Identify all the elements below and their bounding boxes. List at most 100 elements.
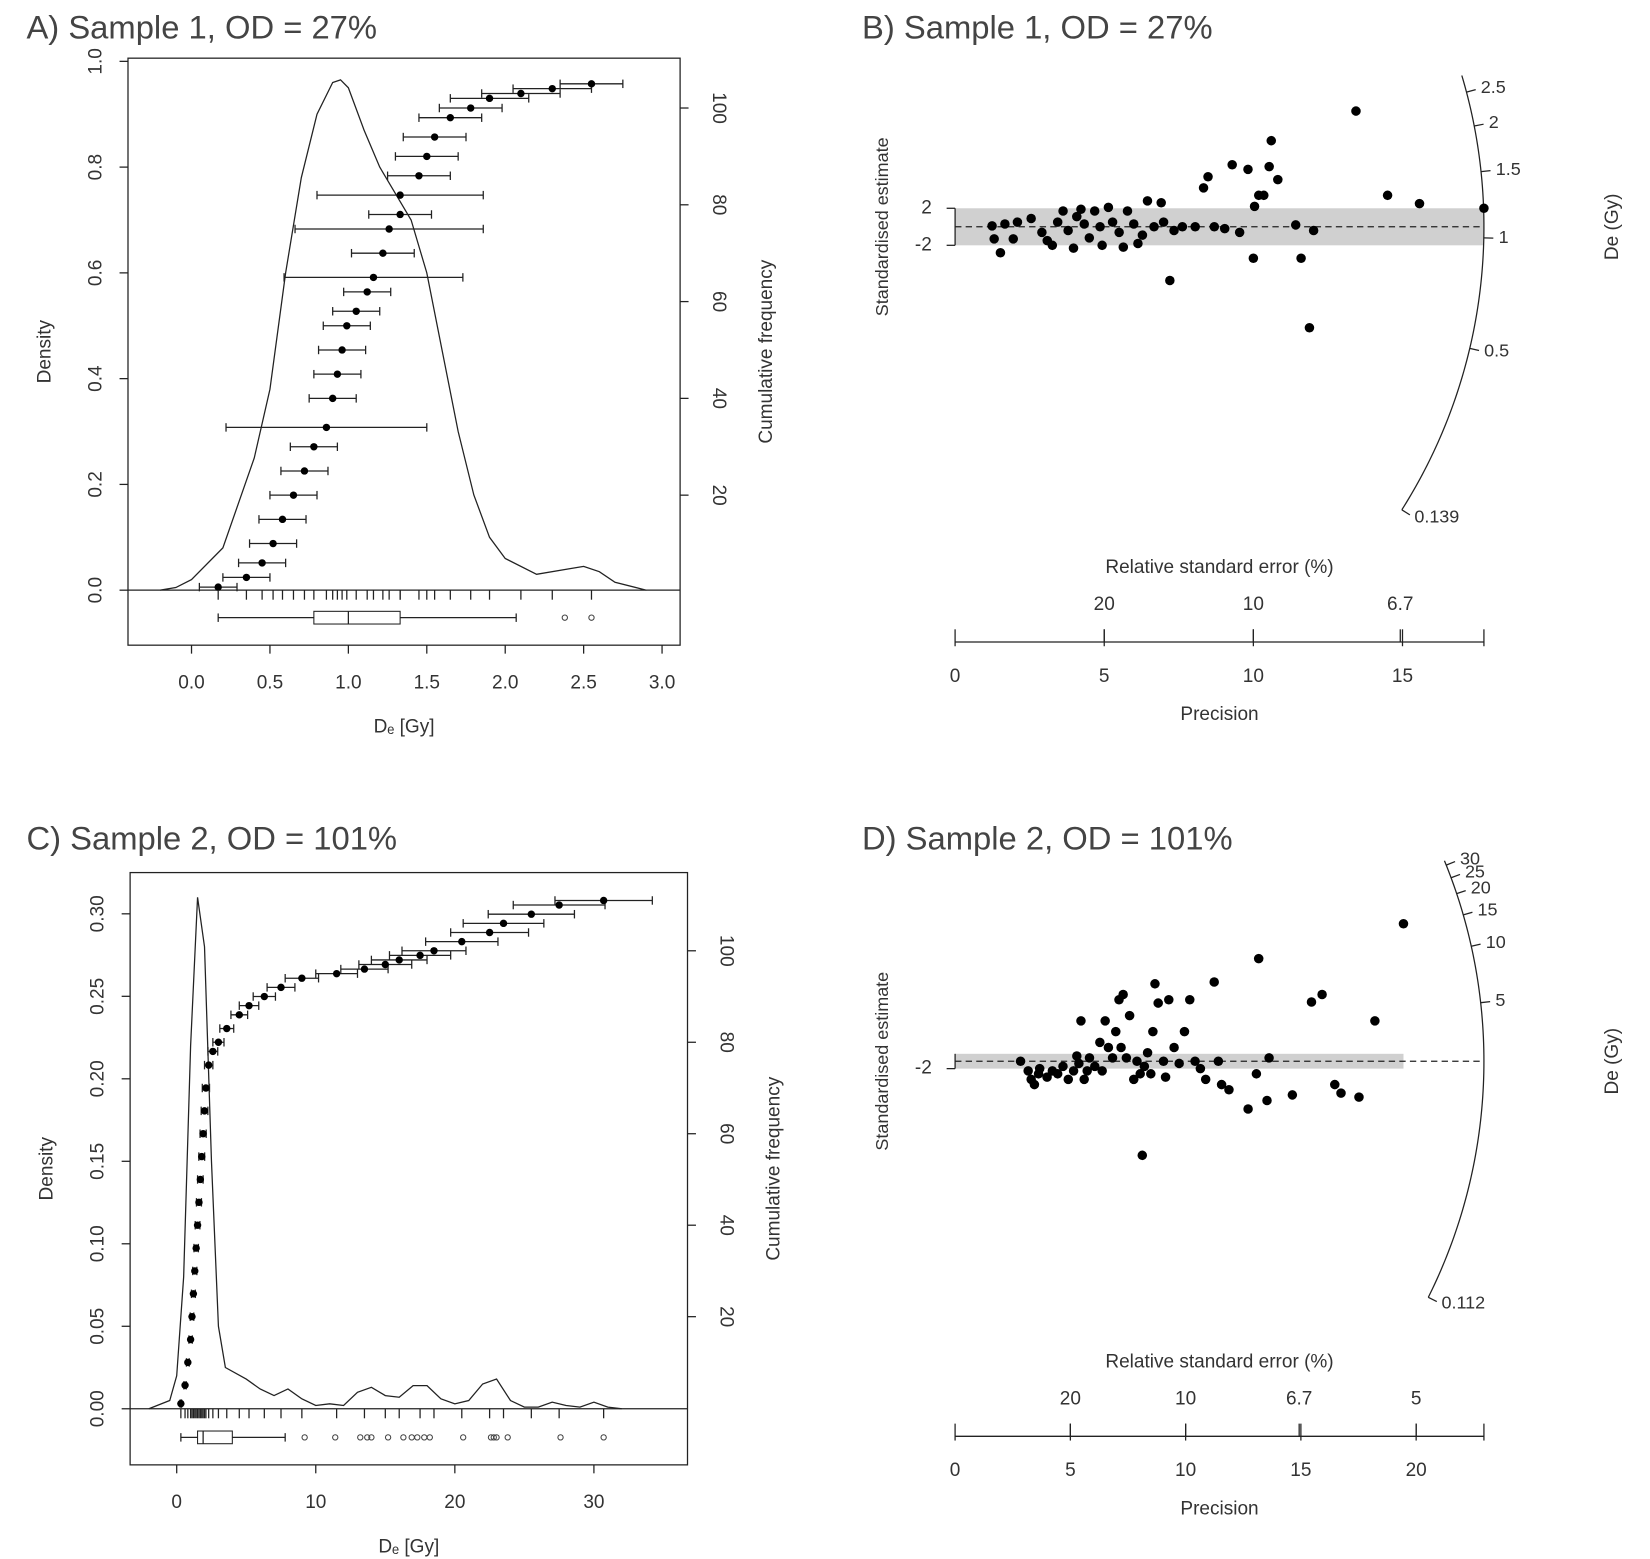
cumulative-point xyxy=(260,992,269,1001)
z-tick xyxy=(1480,1001,1491,1004)
point xyxy=(1072,211,1082,222)
y2-tick-label: 100 xyxy=(708,92,729,124)
z-tick xyxy=(1456,890,1466,895)
z-tick-label: 2.5 xyxy=(1481,77,1506,97)
point xyxy=(1336,1088,1346,1098)
x-tick-label: 2.0 xyxy=(492,672,518,693)
cumulative-point xyxy=(446,113,455,122)
cumulative-point xyxy=(485,94,494,103)
outlier xyxy=(561,614,568,621)
point xyxy=(1306,997,1317,1007)
point xyxy=(1068,243,1079,253)
cumulative-point xyxy=(192,1244,200,1252)
outlier xyxy=(414,1434,421,1441)
cumulative-point xyxy=(587,80,596,88)
outlier xyxy=(408,1434,415,1441)
point xyxy=(1290,220,1301,230)
point xyxy=(1128,219,1139,229)
y-tick-label: 0.2 xyxy=(85,471,106,497)
y2-axis-label: Cumulative frequency xyxy=(756,259,777,443)
y2-tick-label: 80 xyxy=(708,194,729,215)
point xyxy=(1052,217,1063,227)
y-tick-label: 0.30 xyxy=(87,895,108,932)
z-tick-label: 0.139 xyxy=(1414,506,1459,526)
panel-title: B) Sample 1, OD = 27% xyxy=(862,8,1213,45)
point xyxy=(1068,1066,1079,1076)
cumulative-point xyxy=(300,467,309,475)
outlier xyxy=(364,1434,371,1441)
y2-tick-label: 100 xyxy=(716,935,737,967)
point xyxy=(1195,1063,1206,1074)
point xyxy=(1063,225,1073,236)
outlier xyxy=(332,1434,339,1441)
z-axis-label: De (Gy) xyxy=(1602,194,1623,261)
outlier xyxy=(504,1434,511,1441)
point xyxy=(1153,998,1163,1008)
cumulative-point xyxy=(277,983,285,992)
point xyxy=(1042,1072,1052,1082)
y-tick-label: 0.05 xyxy=(87,1308,108,1345)
cumulative-point xyxy=(200,1107,209,1115)
point xyxy=(1139,1061,1150,1072)
point xyxy=(1165,275,1175,286)
point xyxy=(1190,1056,1200,1066)
rse-tick-label: 5 xyxy=(1411,1388,1422,1409)
y-tick-label: 2 xyxy=(921,197,932,218)
cumulative-point xyxy=(328,394,337,403)
y2-tick-label: 20 xyxy=(708,485,729,506)
point xyxy=(1209,222,1220,232)
cumulative-point xyxy=(186,1335,195,1344)
point xyxy=(1008,234,1019,244)
point xyxy=(1058,1061,1068,1072)
point xyxy=(1029,1079,1040,1090)
y-axis-label: Density xyxy=(37,1137,58,1201)
point xyxy=(1095,1037,1105,1048)
point xyxy=(1158,1056,1169,1066)
y2-tick-label: 40 xyxy=(708,388,729,409)
point xyxy=(1264,161,1274,172)
point xyxy=(989,234,999,244)
box xyxy=(313,610,401,625)
point xyxy=(1253,953,1264,964)
z-axis-arc xyxy=(1427,860,1485,1298)
point xyxy=(1052,1069,1063,1079)
z-tick-label: 20 xyxy=(1471,878,1491,898)
point xyxy=(1219,223,1230,234)
z-tick-label: 30 xyxy=(1460,848,1480,868)
point xyxy=(1209,977,1219,987)
cumulative-point xyxy=(188,1312,196,1321)
x-tick-label: 20 xyxy=(1406,1460,1427,1481)
cumulative-point xyxy=(204,1061,213,1069)
cumulative-point xyxy=(199,1130,207,1138)
z-tick-label: 2 xyxy=(1489,112,1499,132)
panel-title: D) Sample 2, OD = 101% xyxy=(862,820,1233,857)
cumulative-point xyxy=(369,273,378,282)
point xyxy=(987,221,997,231)
panel-title: A) Sample 1, OD = 27% xyxy=(26,8,377,45)
x-tick-label: 0 xyxy=(171,1492,182,1513)
point xyxy=(1012,217,1023,227)
point xyxy=(1015,1056,1026,1066)
point xyxy=(1169,1042,1179,1053)
y-tick-label: 0.00 xyxy=(87,1390,108,1427)
point xyxy=(1037,227,1047,238)
x-tick-label: 15 xyxy=(1392,666,1413,687)
cumulative-point xyxy=(177,1399,185,1408)
outlier xyxy=(557,1434,564,1441)
cumulative-point xyxy=(485,928,494,937)
z-tick xyxy=(1480,170,1491,173)
point xyxy=(1273,174,1283,185)
z-tick xyxy=(1463,911,1473,916)
outlier xyxy=(588,614,595,621)
point xyxy=(1084,1053,1095,1063)
z-tick-label: 10 xyxy=(1486,932,1506,952)
z-tick xyxy=(1401,509,1411,516)
outlier xyxy=(426,1434,433,1441)
point xyxy=(1097,240,1107,251)
y-tick-label: -2 xyxy=(915,234,932,255)
x-axis-label: Dₑ [Gy] xyxy=(378,1536,439,1557)
point xyxy=(1128,1074,1139,1085)
point xyxy=(1122,206,1133,216)
point xyxy=(1137,1150,1148,1161)
y-axis-label: Standardised estimate xyxy=(872,972,892,1151)
